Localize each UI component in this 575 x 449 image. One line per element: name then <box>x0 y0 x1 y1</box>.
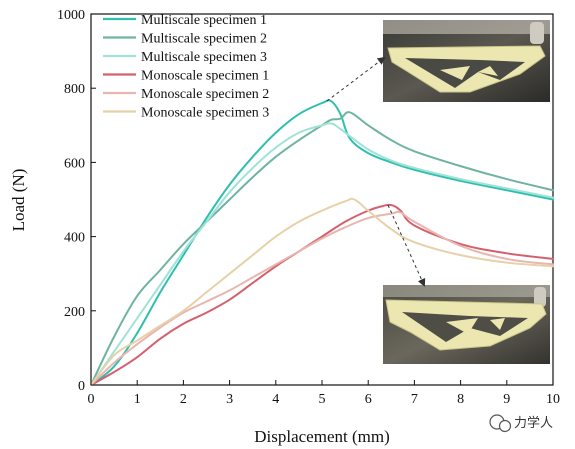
specimen-photo-multiscale <box>383 20 550 102</box>
series-line-3 <box>90 122 554 386</box>
legend: Multiscale specimen 1 Multiscale specimen… <box>103 13 269 121</box>
wechat-icon <box>489 414 512 433</box>
x-tick-label: 9 <box>503 392 510 407</box>
x-tick-label: 2 <box>180 392 187 407</box>
x-tick-label: 10 <box>546 392 560 407</box>
watermark-text: 力学人 <box>514 415 553 431</box>
y-axis-title: Load (N) <box>9 169 28 232</box>
x-tick-label: 3 <box>226 392 233 407</box>
series-line-1 <box>90 99 554 386</box>
watermark: 力学人 <box>489 414 553 433</box>
series-line-2 <box>90 111 554 386</box>
x-axis-title: Displacement (mm) <box>254 427 390 446</box>
pointer-arrow-peak-monoscale <box>387 204 426 287</box>
x-tick-label: 1 <box>134 392 141 407</box>
pointer-arrow-peak-multiscale <box>326 56 386 102</box>
y-tick-label: 0 <box>78 379 85 394</box>
x-tick-label: 6 <box>365 392 372 407</box>
series-line-6 <box>90 197 554 386</box>
axis-layer: 0 1 2 3 4 5 6 7 8 9 10 0 200 400 600 800 1000 <box>57 8 560 407</box>
y-tick-label: 1000 <box>57 8 85 23</box>
legend-label: Multiscale specimen 2 <box>141 32 267 47</box>
x-tick-label: 8 <box>457 392 464 407</box>
series-line-5 <box>90 210 554 386</box>
y-tick-label: 400 <box>64 231 85 246</box>
specimen-photo-monoscale <box>383 285 550 364</box>
legend-label: Monoscale specimen 3 <box>141 106 269 121</box>
x-tick-label: 4 <box>272 392 279 407</box>
legend-label: Multiscale specimen 1 <box>141 13 267 28</box>
y-tick-label: 600 <box>64 156 85 171</box>
y-tick-label: 800 <box>64 82 85 97</box>
legend-label: Monoscale specimen 2 <box>141 87 269 102</box>
x-tick-label: 5 <box>319 392 326 407</box>
legend-label: Multiscale specimen 3 <box>141 50 267 65</box>
y-tick-label: 200 <box>64 305 85 320</box>
legend-label: Monoscale specimen 1 <box>141 69 269 84</box>
series-layer <box>90 99 554 386</box>
x-tick-label: 7 <box>411 392 418 407</box>
x-tick-label: 0 <box>88 392 95 407</box>
